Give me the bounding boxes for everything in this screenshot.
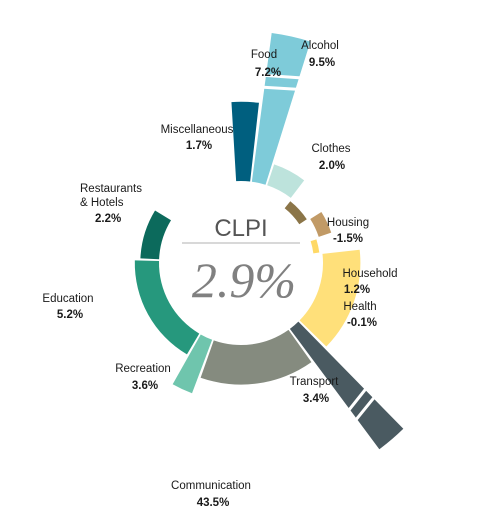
bar-transport: [299, 249, 361, 347]
label-education: Education 5.2%: [42, 289, 97, 321]
label-communication: Communication 43.5%: [171, 476, 255, 509]
label-housing: Housing -1.5%: [327, 213, 373, 245]
bar-break-mark: [261, 85, 299, 91]
label-recreation: Recreation 3.6%: [115, 359, 175, 392]
bar-health: [310, 239, 320, 254]
bar-break-mark: [346, 386, 369, 413]
bar-break-mark: [262, 73, 303, 80]
label-health: Health -0.1%: [343, 297, 380, 329]
label-restaurants-hotels: Restaurants & Hotels 2.2%: [80, 183, 142, 225]
label-transport: Transport 3.4%: [290, 372, 343, 405]
label-household: Household 1.2%: [343, 264, 402, 296]
bar-household: [310, 211, 332, 237]
bar-break-mark: [353, 394, 377, 423]
label-clothes: Clothes 2.0%: [312, 139, 355, 172]
label-food: Food 7.2%: [251, 45, 281, 79]
bar-food: [231, 101, 259, 182]
center-title: CLPI: [214, 215, 267, 242]
bar-restaurants-hotels: [134, 260, 200, 355]
label-alcohol: Alcohol 9.5%: [301, 36, 343, 69]
bar-recreation: [200, 329, 312, 385]
bar-housing: [284, 201, 307, 225]
bar-education: [172, 334, 213, 394]
bar-clothes: [267, 164, 305, 198]
bar-communication: [289, 321, 404, 450]
bar-alcohol: [251, 33, 311, 185]
chart-bars: [134, 33, 404, 450]
center-value: 2.9%: [192, 252, 296, 308]
label-miscellaneous: Miscellaneous 1.7%: [161, 120, 238, 152]
bar-miscellaneous: [140, 210, 172, 260]
